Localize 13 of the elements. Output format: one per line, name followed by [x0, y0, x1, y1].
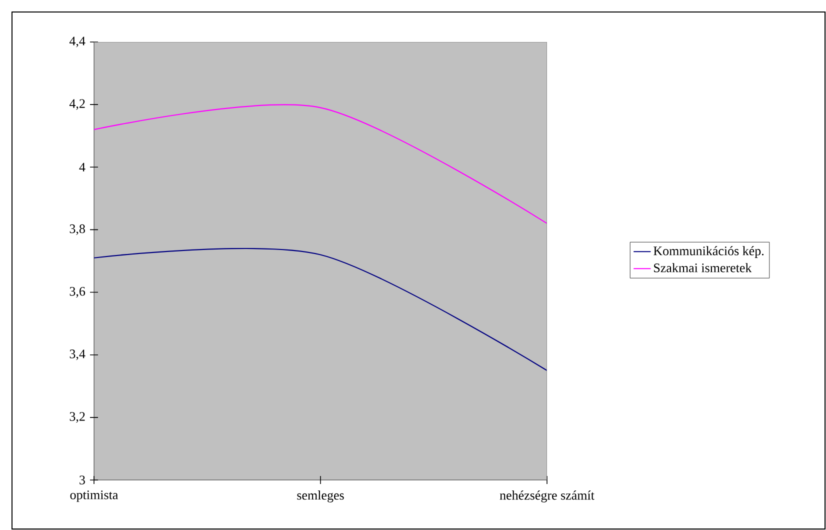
y-tick-label: 3,8: [70, 224, 85, 236]
x-tick-label: optimista: [70, 490, 118, 502]
y-tick-label: 3,2: [70, 412, 85, 423]
y-tick-label: 4,2: [69, 99, 85, 110]
y-tick-label: 4,4: [69, 36, 86, 48]
x-tick-label: nehézségre számít: [500, 490, 594, 502]
legend-label: Szakmai ismeretek: [654, 263, 752, 272]
x-tick-label: semleges: [297, 490, 344, 502]
y-tick-label: 4: [79, 162, 86, 172]
y-tick-label: 3: [80, 476, 85, 484]
y-tick-label: 3,4: [70, 350, 86, 360]
legend-label: Kommunikációs kép.: [654, 246, 764, 258]
y-tick-label: 3,6: [70, 286, 86, 298]
